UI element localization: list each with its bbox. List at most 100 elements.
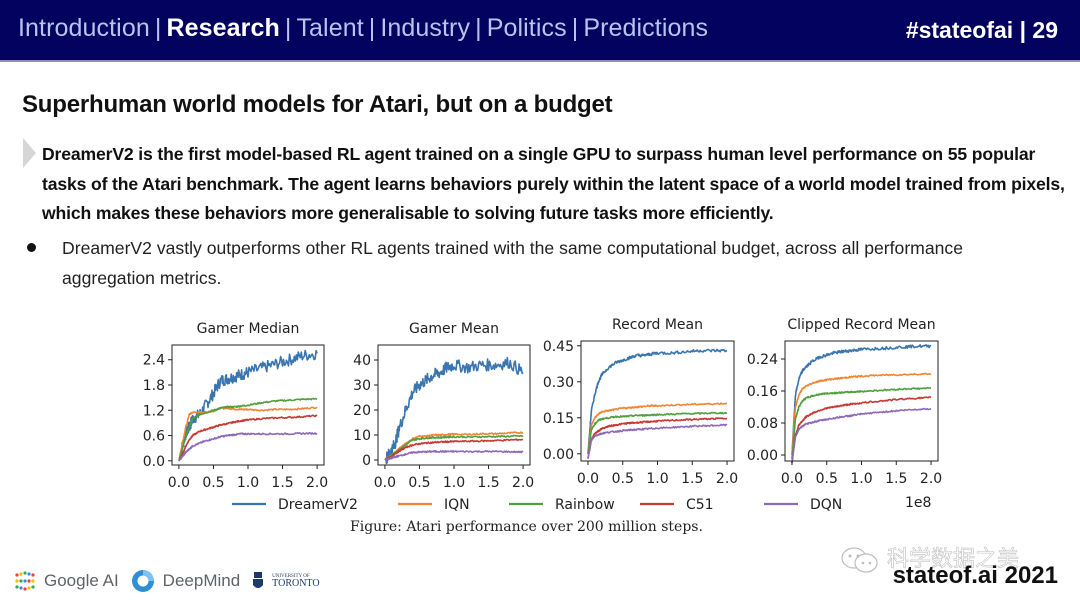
google-ai-icon [15, 571, 35, 591]
nav-politics[interactable]: Politics [486, 14, 567, 42]
x-tick-label: 0.5 [612, 471, 634, 487]
nav-introduction[interactable]: Introduction [18, 14, 150, 42]
y-tick-label: 0.6 [143, 429, 165, 445]
x-tick-label: 2.0 [716, 471, 738, 487]
series-line-dreamerv2 [587, 348, 728, 454]
y-tick-label: 0.0 [143, 454, 165, 470]
bullet-icon [27, 243, 36, 252]
chart-panel-gamer-median: Gamer Median 0.0 0.6 1.2 1.8 2.4 0.0 0.5 1.0 1.5 2… [143, 321, 328, 491]
x-tick-label: 0.0 [374, 475, 396, 491]
x-tick-label: 1.0 [850, 471, 872, 487]
toronto-logo-text: UNIVERSITY OF TORONTO [272, 574, 319, 589]
series-line-iqn [791, 372, 932, 456]
series-line-rainbow [791, 386, 932, 460]
toronto-crest-icon [253, 572, 264, 588]
legend-label: Rainbow [555, 497, 615, 513]
lead-paragraph: DreamerV2 is the first model-based RL ag… [42, 144, 1065, 223]
legend-label: IQN [444, 497, 470, 513]
series-line-c51 [178, 414, 318, 462]
figure-caption: Figure: Atari performance over 200 milli… [350, 519, 703, 535]
y-tick-label: 40 [353, 353, 371, 369]
x-tick-label: 0.0 [781, 471, 803, 487]
x-tick-label: 1.5 [681, 471, 703, 487]
lead-arrow-icon [23, 138, 36, 168]
x-tick-label: 2.0 [920, 471, 942, 487]
nav-talent[interactable]: Talent [296, 14, 364, 42]
nav-industry[interactable]: Industry [380, 14, 471, 42]
legend-item-dqn: DQN [764, 497, 842, 513]
chart-panel-clipped-record-mean: Clipped Record Mean 0.00 0.08 0.16 0.24 0.0 0.… [747, 317, 942, 487]
x-tick-label: 1.0 [237, 475, 259, 491]
y-tick-label: 20 [353, 403, 371, 419]
x-tick-label: 0.5 [202, 475, 224, 491]
nav-predictions[interactable]: Predictions [583, 14, 709, 42]
section-nav: Introduction | Research | Talent | Industry | Po… [18, 14, 708, 43]
legend-label: C51 [686, 497, 714, 513]
google-ai-logo-text: Google AI [44, 571, 119, 590]
panel-title: Record Mean [612, 317, 703, 333]
legend-item-c51: C51 [640, 497, 714, 513]
plot-frame [580, 340, 735, 462]
series-line-c51 [587, 417, 728, 459]
series-line-dreamerv2 [791, 344, 932, 456]
toronto-big-text: TORONTO [272, 577, 320, 589]
x-tick-label: 1.5 [271, 475, 293, 491]
nav-separator: | [475, 14, 482, 42]
deepmind-logo-text: DeepMind [162, 571, 241, 590]
chart-panel-record-mean: Record Mean 0.00 0.15 0.30 0.45 0.0 0.5 1.0 1.5 2… [543, 317, 738, 487]
y-tick-label: 0.45 [543, 339, 574, 355]
x-tick-label: 0.0 [577, 471, 599, 487]
panel-title: Gamer Median [197, 321, 300, 337]
watermark-text: 科学数据之美 [887, 547, 1020, 573]
x-tick-label: 1.5 [477, 475, 499, 491]
nav-separator: | [154, 14, 162, 42]
deepmind-icon [131, 570, 154, 592]
series-line-dreamerv2 [384, 356, 524, 465]
legend-item-rainbow: Rainbow [509, 497, 615, 513]
brand-footer: stateof.ai 2021 [892, 562, 1058, 589]
series-line-rainbow [384, 434, 524, 461]
y-tick-label: 0 [362, 453, 371, 469]
toronto-small-text: UNIVERSITY OF [272, 573, 310, 579]
series-line-dqn [587, 423, 728, 459]
x-tick-label: 1.5 [885, 471, 907, 487]
series-line-dreamerv2 [178, 349, 318, 462]
y-tick-label: 0.00 [543, 447, 574, 463]
y-tick-label: 2.4 [143, 353, 165, 369]
wechat-icon [841, 547, 878, 573]
x-tick-label: 1.0 [443, 475, 465, 491]
chart-panel-gamer-mean: Gamer Mean 0 10 20 30 40 0.0 0.5 1.0 1.5 2.0 [353, 321, 534, 491]
y-tick-label: 30 [353, 378, 371, 394]
series-line-dqn [178, 431, 318, 462]
x-tick-label: 2.0 [512, 475, 534, 491]
series-line-c51 [384, 438, 524, 461]
y-tick-label: 1.2 [143, 403, 165, 419]
y-tick-label: 0.30 [543, 375, 574, 391]
watermark: 科学数据之美 [840, 541, 1019, 574]
series-line-dqn [384, 450, 524, 461]
bullet-text: DreamerV2 vastly outperforms other RL ag… [62, 238, 963, 288]
panel-title: Clipped Record Mean [787, 317, 935, 333]
y-tick-label: 1.8 [143, 378, 165, 394]
plot-frame [784, 340, 939, 462]
series-line-dqn [791, 407, 932, 464]
slide-tag: #stateofai | 29 [905, 17, 1058, 43]
series-line-rainbow [587, 411, 728, 454]
x-tick-label: 2.0 [306, 475, 328, 491]
series-line-c51 [791, 396, 932, 464]
series-line-rainbow [178, 397, 318, 462]
x-tick-label: 0.0 [168, 475, 190, 491]
panel-title: Gamer Mean [409, 321, 499, 337]
y-tick-label: 0.15 [543, 411, 574, 427]
legend-item-dreamerv2: DreamerV2 [232, 497, 358, 513]
nav-separator: | [571, 14, 579, 42]
x-tick-label: 0.5 [816, 471, 838, 487]
legend-label: DQN [810, 497, 842, 513]
y-tick-label: 0.00 [747, 448, 778, 464]
nav-research[interactable]: Research [166, 14, 280, 42]
y-tick-label: 10 [353, 428, 371, 444]
nav-separator: | [368, 14, 376, 42]
slide-title: Superhuman world models for Atari, but o… [22, 91, 613, 118]
header-bar: Introduction | Research | Talent | Industry | Po… [0, 0, 1080, 62]
